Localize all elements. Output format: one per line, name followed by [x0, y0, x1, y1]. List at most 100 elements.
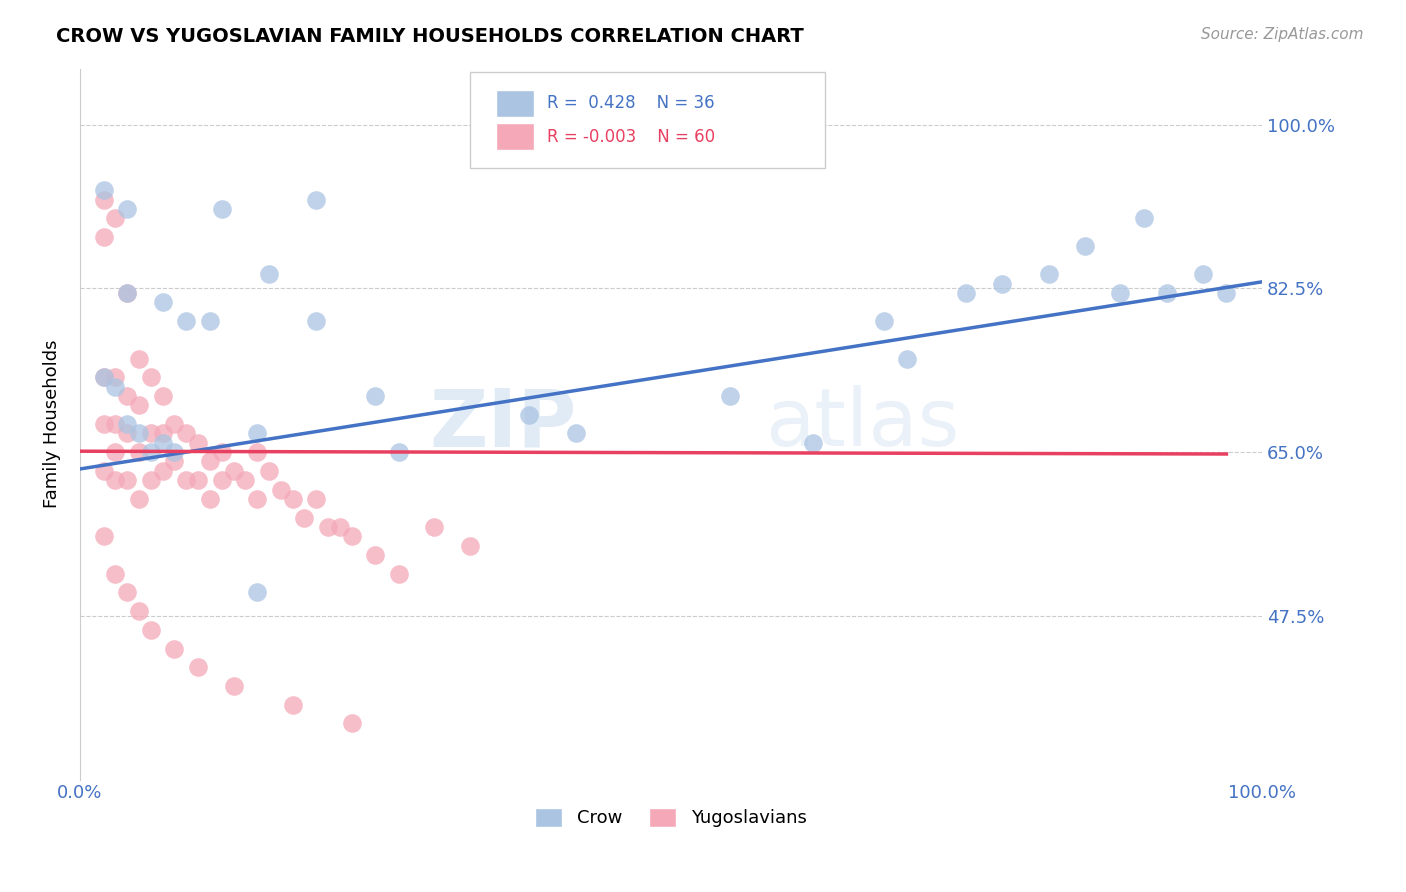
Point	[340, 529, 363, 543]
Point	[115, 585, 138, 599]
Point	[246, 585, 269, 599]
Point	[1191, 268, 1213, 282]
Point	[93, 193, 115, 207]
Point	[305, 193, 328, 207]
Point	[174, 473, 197, 487]
Point	[281, 698, 304, 712]
FancyBboxPatch shape	[496, 90, 534, 117]
Point	[115, 417, 138, 431]
Point	[801, 435, 824, 450]
Point	[128, 445, 150, 459]
Point	[316, 520, 339, 534]
Point	[115, 389, 138, 403]
Point	[1109, 286, 1132, 301]
Text: R =  0.428    N = 36: R = 0.428 N = 36	[547, 95, 714, 112]
Point	[139, 473, 162, 487]
Point	[163, 417, 186, 431]
Point	[163, 454, 186, 468]
Point	[1038, 268, 1060, 282]
Point	[128, 351, 150, 366]
Point	[128, 491, 150, 506]
Point	[104, 370, 127, 384]
Point	[565, 426, 588, 441]
Point	[104, 417, 127, 431]
Point	[139, 426, 162, 441]
Point	[139, 623, 162, 637]
Point	[139, 370, 162, 384]
Point	[1215, 286, 1237, 301]
Point	[364, 548, 387, 562]
Point	[93, 417, 115, 431]
Point	[104, 473, 127, 487]
Point	[163, 445, 186, 459]
Y-axis label: Family Households: Family Households	[44, 340, 60, 508]
Point	[198, 314, 221, 328]
Point	[139, 445, 162, 459]
FancyBboxPatch shape	[470, 72, 824, 168]
Point	[187, 473, 209, 487]
Point	[211, 202, 233, 216]
Point	[1073, 239, 1095, 253]
Point	[115, 473, 138, 487]
Point	[246, 426, 269, 441]
Point	[104, 566, 127, 581]
Point	[128, 604, 150, 618]
Point	[423, 520, 446, 534]
Point	[364, 389, 387, 403]
Point	[104, 211, 127, 226]
Point	[246, 491, 269, 506]
Point	[152, 435, 174, 450]
Point	[222, 679, 245, 693]
Point	[955, 286, 977, 301]
Point	[329, 520, 352, 534]
Text: atlas: atlas	[765, 385, 960, 463]
Point	[115, 286, 138, 301]
Point	[517, 408, 540, 422]
Point	[128, 426, 150, 441]
Point	[270, 483, 292, 497]
Point	[152, 389, 174, 403]
Point	[152, 464, 174, 478]
Point	[93, 464, 115, 478]
Point	[93, 370, 115, 384]
Point	[458, 539, 481, 553]
Point	[163, 641, 186, 656]
Point	[115, 426, 138, 441]
Legend: Crow, Yugoslavians: Crow, Yugoslavians	[529, 801, 814, 835]
Text: ZIP: ZIP	[429, 385, 576, 463]
Point	[128, 398, 150, 412]
Text: R = -0.003    N = 60: R = -0.003 N = 60	[547, 128, 714, 145]
Point	[104, 445, 127, 459]
Point	[305, 314, 328, 328]
Point	[152, 426, 174, 441]
Point	[93, 529, 115, 543]
Text: CROW VS YUGOSLAVIAN FAMILY HOUSEHOLDS CORRELATION CHART: CROW VS YUGOSLAVIAN FAMILY HOUSEHOLDS CO…	[56, 27, 804, 45]
Point	[104, 379, 127, 393]
Point	[257, 464, 280, 478]
Point	[211, 473, 233, 487]
Point	[305, 491, 328, 506]
Point	[281, 491, 304, 506]
Point	[174, 426, 197, 441]
Point	[246, 445, 269, 459]
Point	[198, 454, 221, 468]
Point	[198, 491, 221, 506]
Point	[896, 351, 918, 366]
Point	[211, 445, 233, 459]
Point	[991, 277, 1014, 291]
Point	[388, 445, 411, 459]
Point	[187, 435, 209, 450]
Point	[388, 566, 411, 581]
Point	[93, 183, 115, 197]
Point	[93, 370, 115, 384]
Point	[1132, 211, 1154, 226]
Point	[222, 464, 245, 478]
Text: Source: ZipAtlas.com: Source: ZipAtlas.com	[1201, 27, 1364, 42]
Point	[152, 295, 174, 310]
Point	[115, 202, 138, 216]
Point	[187, 660, 209, 674]
Point	[93, 230, 115, 244]
Point	[718, 389, 741, 403]
FancyBboxPatch shape	[496, 123, 534, 150]
Point	[872, 314, 894, 328]
